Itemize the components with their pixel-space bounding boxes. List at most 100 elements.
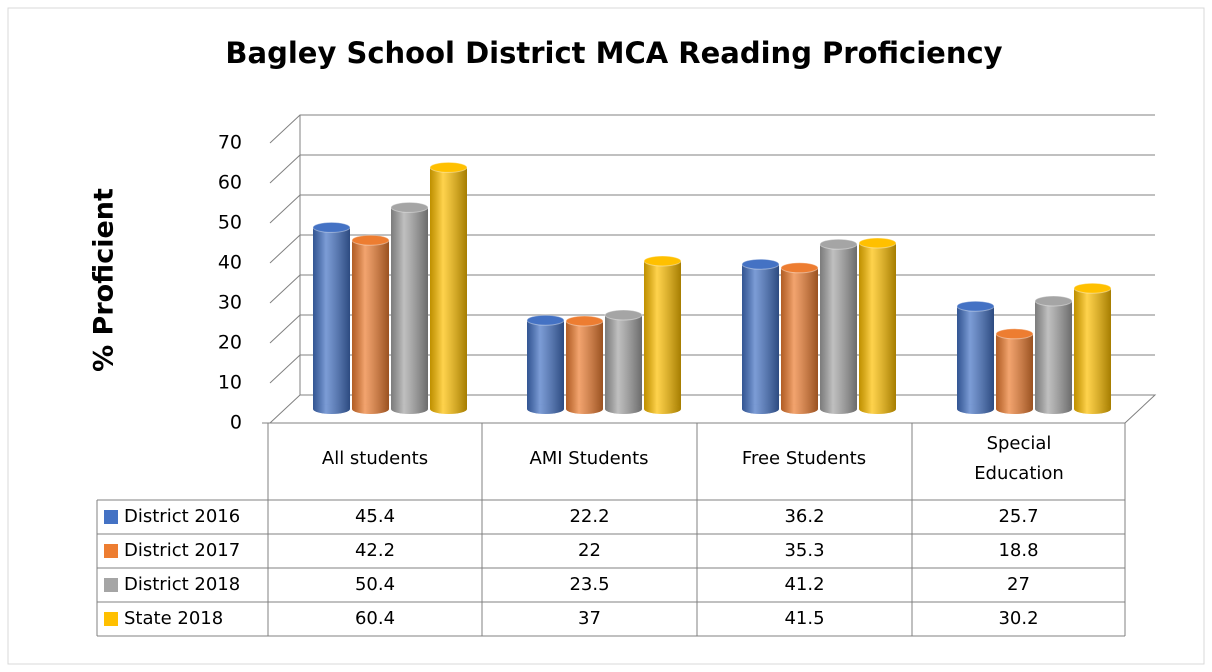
bar-top xyxy=(643,255,682,267)
bar-top xyxy=(858,237,897,249)
bar xyxy=(604,309,643,414)
table-value: 37 xyxy=(578,608,601,629)
legend-swatch xyxy=(104,578,118,592)
bar xyxy=(312,221,351,414)
bar xyxy=(741,258,780,414)
bar-bottom-shade xyxy=(644,404,681,414)
legend-label: District 2017 xyxy=(124,540,240,561)
bar-bottom-shade xyxy=(352,404,389,414)
bar-shade xyxy=(957,306,994,409)
bar-bottom-shade xyxy=(820,404,857,414)
bar xyxy=(351,234,390,414)
table-value: 18.8 xyxy=(998,540,1038,561)
bar xyxy=(995,328,1034,414)
y-tick-label: 20 xyxy=(218,332,242,354)
legend-label: State 2018 xyxy=(124,608,223,629)
bar-shade xyxy=(566,321,603,409)
bar-top xyxy=(390,201,429,213)
legend-label: District 2018 xyxy=(124,574,240,595)
bar xyxy=(526,314,565,414)
bar-bottom-shade xyxy=(859,404,896,414)
bar-shade xyxy=(820,244,857,409)
grid-line xyxy=(269,194,1155,224)
bar-shade xyxy=(996,333,1033,409)
bar-top xyxy=(1034,295,1073,307)
bar-bottom-shade xyxy=(781,404,818,414)
bar-shade xyxy=(352,240,389,409)
bar-shade xyxy=(742,264,779,409)
bar-shade xyxy=(313,227,350,409)
bar-bottom-shade xyxy=(313,404,350,414)
bar-bottom-shade xyxy=(527,404,564,414)
y-axis-label: % Proficient xyxy=(89,188,120,372)
table-value: 45.4 xyxy=(355,506,395,527)
bar xyxy=(858,237,897,414)
bar-top xyxy=(956,300,995,312)
x-tick-text: Special Education xyxy=(974,433,1064,484)
table-value: 41.5 xyxy=(784,608,824,629)
table-value: 22.2 xyxy=(569,506,609,527)
y-tick-label: 60 xyxy=(218,172,242,194)
bar-bottom-shade xyxy=(1035,404,1072,414)
bar-shade xyxy=(644,261,681,409)
bar-top xyxy=(565,315,604,327)
table-value: 35.3 xyxy=(784,540,824,561)
bar-top xyxy=(429,161,468,173)
table-value: 25.7 xyxy=(998,506,1038,527)
y-tick-label: 40 xyxy=(218,252,242,274)
table-value: 36.2 xyxy=(784,506,824,527)
x-tick-text: AMI Students xyxy=(529,448,649,469)
bar xyxy=(780,262,819,414)
table-value: 27 xyxy=(1007,574,1030,595)
legend-swatch xyxy=(104,510,118,524)
bar-bottom-shade xyxy=(605,404,642,414)
bar xyxy=(956,300,995,414)
table-value: 60.4 xyxy=(355,608,395,629)
bar xyxy=(1034,295,1073,414)
bar-shade xyxy=(527,320,564,409)
grid-line xyxy=(269,114,1155,144)
x-tick-label: Free Students xyxy=(697,423,911,495)
grid-line xyxy=(269,234,1155,264)
bar xyxy=(1073,282,1112,414)
bar xyxy=(390,201,429,414)
table-value: 50.4 xyxy=(355,574,395,595)
x-tick-label: All students xyxy=(268,423,482,495)
bar-shade xyxy=(391,207,428,409)
y-tick-label: 30 xyxy=(218,292,242,314)
bar-bottom-shade xyxy=(566,404,603,414)
bar-bottom-shade xyxy=(996,404,1033,414)
bar-shade xyxy=(781,267,818,409)
bar-shade xyxy=(430,167,467,409)
grid-line xyxy=(269,154,1155,184)
bar xyxy=(429,161,468,414)
bar-bottom-shade xyxy=(430,404,467,414)
chart-title: Bagley School District MCA Reading Profi… xyxy=(225,36,1002,70)
table-value: 42.2 xyxy=(355,540,395,561)
bar-top xyxy=(780,262,819,274)
bar-top xyxy=(312,221,351,233)
bar-shade xyxy=(1074,288,1111,409)
bar-top xyxy=(526,314,565,326)
table-value: 22 xyxy=(578,540,601,561)
x-tick-label: Special Education xyxy=(912,423,1126,495)
table-value: 23.5 xyxy=(569,574,609,595)
x-tick-text: Free Students xyxy=(741,448,867,469)
legend-label: District 2016 xyxy=(124,506,240,527)
bar-top xyxy=(604,309,643,321)
bar-bottom-shade xyxy=(1074,404,1111,414)
bar-top xyxy=(995,328,1034,340)
table-value: 41.2 xyxy=(784,574,824,595)
bar-shade xyxy=(859,243,896,409)
bar-bottom-shade xyxy=(957,404,994,414)
y-tick-label: 70 xyxy=(218,132,242,154)
y-tick-label: 0 xyxy=(230,412,242,434)
legend-swatch xyxy=(104,544,118,558)
x-tick-text: All students xyxy=(321,448,429,469)
bar xyxy=(565,315,604,414)
bar-bottom-shade xyxy=(742,404,779,414)
bar xyxy=(643,255,682,414)
bar-top xyxy=(1073,282,1112,294)
